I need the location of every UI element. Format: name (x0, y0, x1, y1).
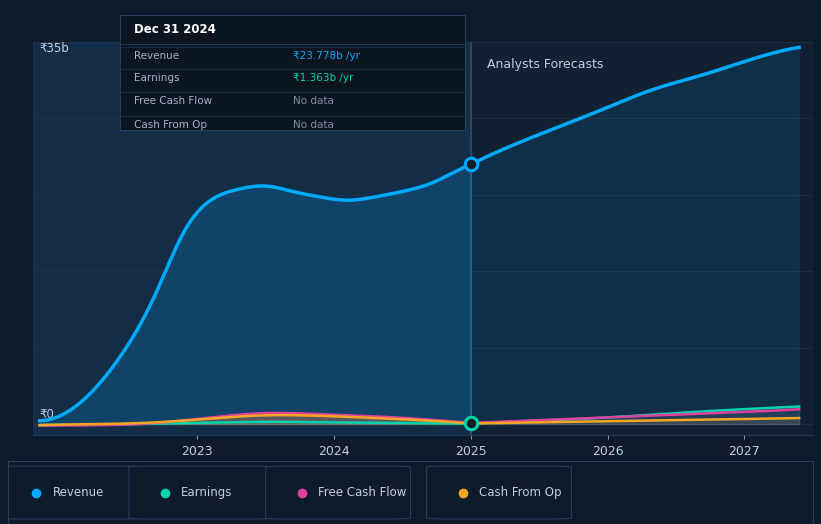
Text: Free Cash Flow: Free Cash Flow (318, 486, 406, 499)
Text: No data: No data (292, 119, 333, 129)
Bar (33, 42, 470, 435)
Text: Free Cash Flow: Free Cash Flow (134, 96, 212, 106)
Text: ₹23.778b /yr: ₹23.778b /yr (292, 51, 360, 61)
Text: No data: No data (292, 96, 333, 106)
FancyBboxPatch shape (266, 466, 410, 519)
Text: Earnings: Earnings (134, 73, 179, 83)
Text: Past: Past (429, 58, 460, 71)
Text: Revenue: Revenue (134, 51, 179, 61)
Text: Cash From Op: Cash From Op (134, 119, 207, 129)
Text: Revenue: Revenue (53, 486, 103, 499)
Text: ₹1.363b /yr: ₹1.363b /yr (292, 73, 353, 83)
Text: Analysts Forecasts: Analysts Forecasts (487, 58, 603, 71)
Text: Earnings: Earnings (181, 486, 232, 499)
Text: Dec 31 2024: Dec 31 2024 (134, 23, 216, 36)
FancyBboxPatch shape (129, 466, 273, 519)
Text: ₹35b: ₹35b (39, 42, 70, 55)
FancyBboxPatch shape (427, 466, 571, 519)
Text: ₹0: ₹0 (39, 408, 54, 421)
Bar (470, 42, 813, 435)
FancyBboxPatch shape (0, 466, 145, 519)
Text: Cash From Op: Cash From Op (479, 486, 562, 499)
